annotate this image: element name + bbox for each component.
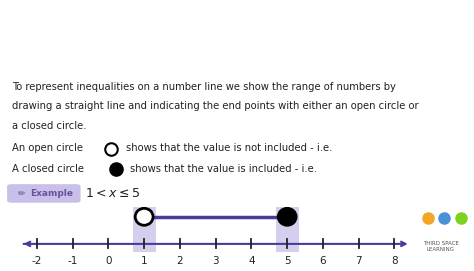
Text: Inequalities on a Number Line: Inequalities on a Number Line (12, 32, 330, 51)
Text: shows that the value is not included - i.e.: shows that the value is not included - i… (126, 143, 332, 153)
Text: shows that the value is included - i.e.: shows that the value is included - i.e. (130, 164, 318, 174)
Text: THIRD SPACE
LEARNING: THIRD SPACE LEARNING (423, 241, 459, 252)
Text: 5: 5 (284, 256, 291, 266)
Text: 0: 0 (105, 256, 111, 266)
Text: drawing a straight line and indicating the end points with either an open circle: drawing a straight line and indicating t… (12, 101, 419, 111)
Circle shape (135, 208, 153, 225)
Text: -2: -2 (32, 256, 42, 266)
Text: 6: 6 (319, 256, 326, 266)
Text: A closed circle: A closed circle (12, 164, 84, 174)
FancyBboxPatch shape (276, 207, 299, 252)
FancyBboxPatch shape (133, 207, 155, 252)
Text: An open circle: An open circle (12, 143, 83, 153)
Text: 8: 8 (391, 256, 398, 266)
Text: Example: Example (30, 189, 73, 198)
Text: ✏: ✏ (18, 189, 25, 198)
Circle shape (278, 208, 296, 225)
Text: a closed circle.: a closed circle. (12, 121, 86, 131)
Text: $1 < x \leq 5$: $1 < x \leq 5$ (85, 187, 140, 200)
Text: -1: -1 (67, 256, 78, 266)
Text: 7: 7 (356, 256, 362, 266)
Text: 1: 1 (141, 256, 147, 266)
Text: 3: 3 (212, 256, 219, 266)
Text: 4: 4 (248, 256, 255, 266)
FancyBboxPatch shape (7, 184, 81, 203)
Text: To represent inequalities on a number line we show the range of numbers by: To represent inequalities on a number li… (12, 82, 396, 92)
Text: 2: 2 (177, 256, 183, 266)
